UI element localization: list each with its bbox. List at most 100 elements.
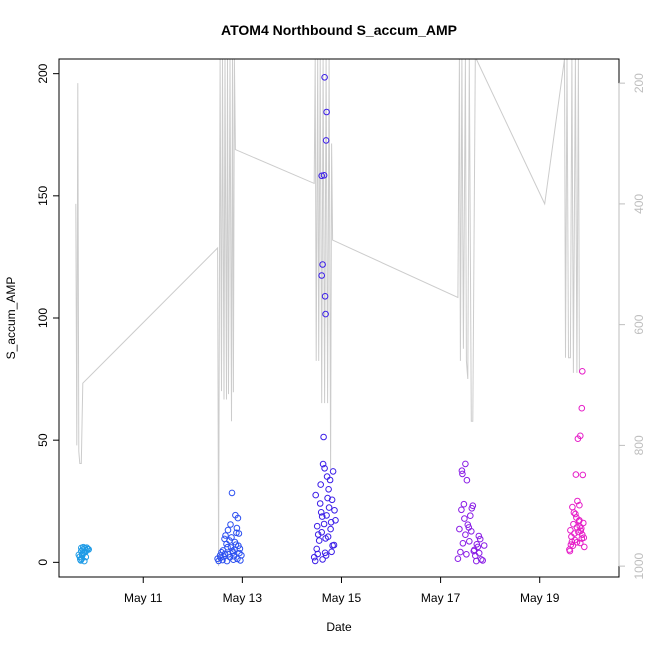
data-point	[85, 546, 92, 553]
data-point	[77, 556, 84, 563]
data-point	[328, 548, 335, 556]
data-point	[321, 465, 328, 472]
data-point	[317, 509, 325, 516]
series-5	[566, 368, 588, 555]
data-point	[581, 543, 588, 551]
data-point	[578, 404, 586, 412]
data-point	[324, 533, 332, 541]
data-point	[235, 530, 243, 537]
data-point	[232, 541, 240, 549]
data-point	[465, 524, 473, 531]
data-point	[570, 509, 578, 516]
data-point	[237, 557, 244, 564]
data-point	[573, 539, 581, 546]
data-point	[318, 172, 326, 180]
data-point	[470, 547, 478, 555]
y-tick-label: 200	[36, 63, 50, 83]
data-point	[572, 471, 580, 478]
data-point	[454, 555, 462, 563]
data-point	[318, 513, 326, 520]
data-point	[319, 261, 326, 268]
series-2	[214, 489, 245, 565]
data-point	[475, 532, 483, 540]
data-point	[459, 540, 467, 547]
x-tick-label: May 11	[124, 591, 163, 605]
y2-tick-label: 800	[632, 435, 646, 455]
chart-title: ATOM4 Northbound S_accum_AMP	[221, 22, 457, 38]
data-point	[230, 556, 237, 564]
data-point	[576, 501, 583, 509]
data-point	[314, 531, 322, 538]
y-axis: 0 50 100 150 200	[36, 63, 59, 566]
data-point	[316, 500, 324, 507]
data-point	[577, 539, 584, 547]
x-tick-label: May 19	[520, 591, 560, 605]
gray-line-series	[75, 58, 580, 567]
y2-tick-label: 400	[632, 194, 646, 214]
data-point	[219, 547, 227, 554]
data-point	[570, 520, 577, 528]
series-3	[310, 74, 339, 565]
data-point	[321, 74, 328, 81]
x-tick-label: May 15	[322, 591, 362, 605]
data-point	[320, 520, 328, 528]
data-point	[222, 532, 229, 539]
data-point	[78, 544, 85, 552]
data-point	[228, 489, 236, 497]
data-point	[323, 512, 330, 519]
data-point	[580, 534, 588, 542]
data-point	[329, 468, 337, 475]
x-tick-label: May 13	[223, 591, 263, 605]
data-point	[579, 471, 587, 479]
data-point	[480, 542, 488, 549]
data-point	[323, 473, 331, 480]
data-point	[321, 293, 329, 300]
y2-tick-label: 200	[632, 73, 646, 93]
data-point	[468, 505, 476, 512]
data-point	[461, 515, 468, 522]
data-point	[224, 543, 231, 551]
data-point	[577, 432, 584, 440]
data-point	[463, 476, 471, 484]
data-point	[477, 556, 485, 563]
data-point	[314, 550, 322, 558]
data-point	[459, 470, 466, 478]
data-point	[227, 521, 234, 528]
data-point	[81, 557, 88, 565]
data-point	[322, 137, 330, 144]
data-point	[311, 557, 319, 565]
x-axis: May 11 May 13 May 15 May 17 May 19	[124, 577, 560, 605]
y-axis-label: S_accum_AMP	[4, 277, 18, 360]
data-point	[313, 522, 321, 530]
data-point	[326, 476, 334, 484]
data-point	[331, 507, 338, 514]
data-point	[317, 481, 325, 488]
y-tick-label: 0	[36, 559, 50, 566]
data-point	[577, 527, 585, 535]
data-point	[567, 527, 574, 534]
data-point	[457, 548, 464, 556]
data-point	[476, 535, 484, 543]
data-point	[234, 514, 242, 522]
data-point	[466, 538, 473, 545]
data-point	[224, 526, 232, 534]
data-point	[327, 525, 334, 533]
plot-frame	[58, 58, 620, 578]
data-point	[572, 510, 579, 518]
data-point	[325, 504, 333, 511]
data-point	[315, 537, 323, 544]
data-point	[217, 554, 224, 562]
data-point	[458, 467, 466, 475]
y-tick-label: 100	[36, 308, 50, 328]
data-point	[568, 533, 575, 541]
data-point	[462, 531, 469, 539]
data-point	[328, 496, 336, 504]
data-point	[320, 433, 327, 441]
data-point	[321, 549, 329, 557]
data-point	[458, 506, 465, 514]
points-layer	[75, 74, 588, 565]
y-tick-label: 150	[36, 185, 50, 205]
data-point	[473, 541, 481, 548]
data-point	[479, 557, 487, 564]
